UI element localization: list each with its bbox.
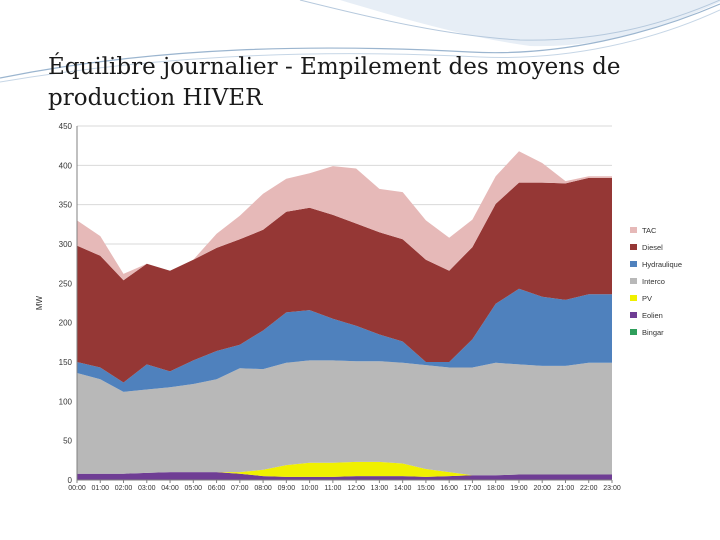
y-axis-label: MW [35, 295, 44, 310]
y-tick-label: 100 [59, 397, 73, 406]
slide-title: Équilibre journalier - Empilement des mo… [48, 54, 621, 111]
x-tick-label: 10:00 [301, 485, 319, 492]
x-tick-label: 02:00 [115, 485, 133, 492]
x-tick-label: 20:00 [533, 485, 551, 492]
legend-label-diesel: Diesel [642, 243, 663, 252]
x-tick-label: 07:00 [231, 485, 249, 492]
y-tick-label: 0 [68, 476, 73, 485]
y-tick-label: 200 [59, 319, 73, 328]
y-tick-label: 50 [63, 437, 72, 446]
x-tick-label: 17:00 [464, 485, 482, 492]
legend-swatch-pv [630, 295, 637, 301]
legend-label-eolien: Eolien [642, 311, 663, 320]
header-swoosh-line-3 [299, 0, 720, 41]
x-tick-label: 03:00 [138, 485, 156, 492]
legend-swatch-tac [630, 227, 637, 233]
legend-label-pv: PV [642, 294, 652, 303]
slide-header-decoration [0, 0, 720, 83]
legend: TAC Diesel Hydraulique Interco PV Eolien Binga… [630, 226, 682, 337]
axes [76, 126, 612, 481]
y-tick-label: 450 [59, 122, 73, 131]
x-tick-label: 00:00 [68, 485, 86, 492]
legend-swatch-eolien [630, 312, 637, 318]
legend-label-interco: Interco [642, 277, 665, 286]
stacked-area-chart: 0 50 100 150 200 250 300 350 400 450 00:00 01:00 02… [30, 118, 695, 518]
x-tick-label: 08:00 [254, 485, 272, 492]
y-tick-label: 250 [59, 279, 73, 288]
x-tick-label: 19:00 [510, 485, 528, 492]
legend-label-bingar: Bingar [642, 328, 664, 337]
legend-swatch-bingar [630, 329, 637, 335]
legend-swatch-interco [630, 278, 637, 284]
y-tick-labels: 0 50 100 150 200 250 300 350 400 450 [59, 122, 73, 485]
y-tick-label: 150 [59, 358, 73, 367]
x-tick-label: 05:00 [185, 485, 203, 492]
x-tick-label: 15:00 [417, 485, 435, 492]
area-series-eolien [77, 472, 612, 480]
x-tick-label: 12:00 [347, 485, 365, 492]
x-tick-label: 18:00 [487, 485, 505, 492]
x-tick-label: 14:00 [394, 485, 412, 492]
x-tick-label: 21:00 [557, 485, 575, 492]
series-areas [77, 151, 612, 480]
y-tick-label: 400 [59, 161, 73, 170]
x-tick-label: 13:00 [371, 485, 389, 492]
x-tick-label: 01:00 [91, 485, 109, 492]
y-tick-label: 350 [59, 201, 73, 210]
area-series-tac [77, 151, 612, 281]
legend-label-hydraulique: Hydraulique [642, 260, 682, 269]
area-series-interco [77, 360, 612, 476]
header-swoosh-fill [0, 0, 720, 47]
x-tick-label: 16:00 [440, 485, 458, 492]
x-tick-label: 06:00 [208, 485, 226, 492]
x-tick-label: 11:00 [324, 485, 341, 492]
header-swoosh-line [0, 3, 720, 79]
x-tick-label: 23:00 [603, 485, 621, 492]
area-series-hydraulique [77, 288, 612, 392]
area-series-diesel [77, 177, 612, 383]
legend-swatch-hydraulique [630, 261, 637, 267]
x-tick-label: 04:00 [161, 485, 179, 492]
x-tick-labels: 00:00 01:00 02:00 03:00 04:00 05:00 06:00 07:00… [68, 480, 621, 492]
x-tick-label: 22:00 [580, 485, 598, 492]
legend-label-tac: TAC [642, 226, 657, 235]
header-swoosh-line-2 [0, 9, 720, 83]
x-tick-label: 09:00 [278, 485, 296, 492]
y-tick-label: 300 [59, 240, 73, 249]
area-series-pv [77, 461, 612, 477]
legend-swatch-diesel [630, 244, 637, 250]
